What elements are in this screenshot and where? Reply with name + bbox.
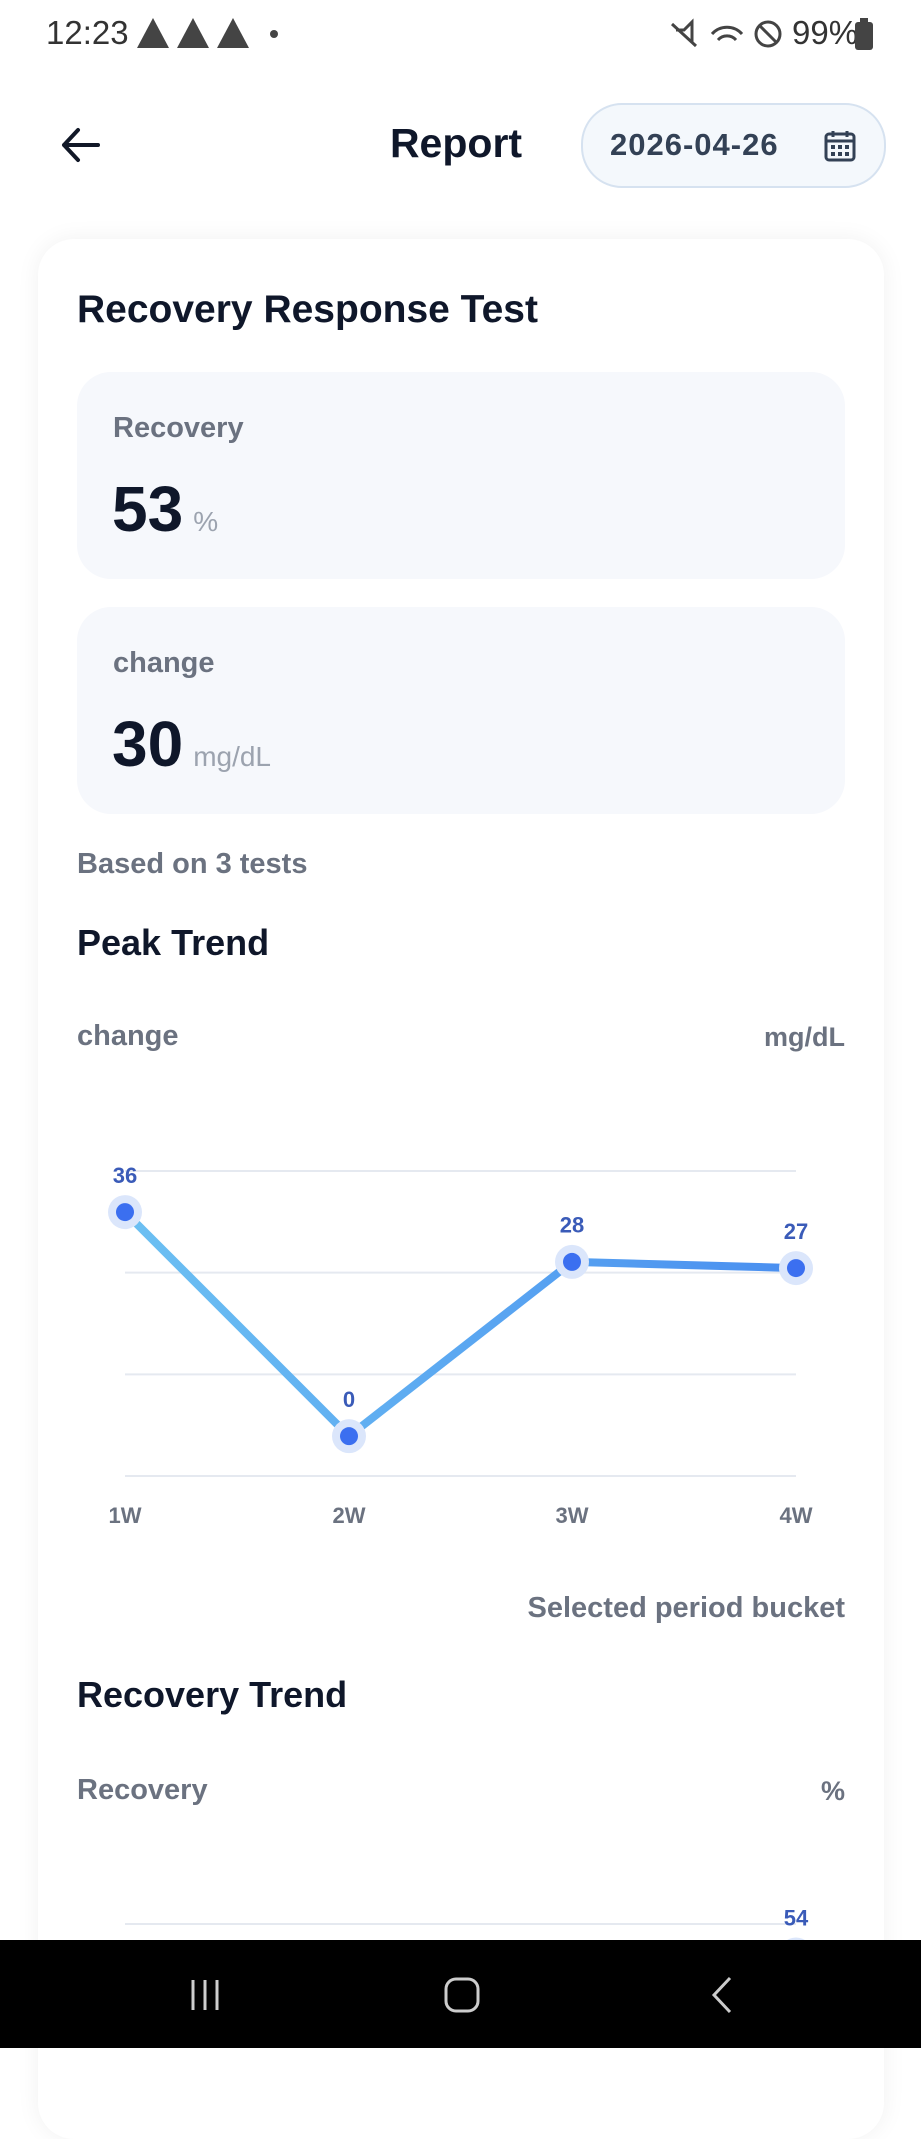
back-nav-button[interactable] bbox=[711, 1976, 732, 2014]
chart-unit-label: % bbox=[820, 1776, 845, 1806]
chart-footer: Selected period bucket bbox=[527, 1592, 846, 1624]
data-point bbox=[340, 1427, 358, 1446]
value-label: 54 bbox=[784, 1905, 809, 1930]
nav-bar bbox=[0, 1940, 921, 2048]
card-title: Recovery Response Test bbox=[77, 288, 538, 331]
section-title: Peak Trend bbox=[77, 922, 270, 963]
date-text: 2026-04-26 bbox=[610, 127, 779, 162]
battery-text: 99% bbox=[792, 14, 859, 51]
value-label: 36 bbox=[113, 1163, 137, 1188]
value-label: 28 bbox=[560, 1213, 584, 1238]
chart-left-label: change bbox=[77, 1020, 179, 1052]
chart-left-label: Recovery bbox=[77, 1774, 208, 1806]
chart-unit-label: mg/dL bbox=[764, 1022, 845, 1052]
status-icons bbox=[137, 18, 278, 48]
data-point bbox=[116, 1203, 134, 1222]
header-title: Report bbox=[389, 120, 523, 166]
value-label: 0 bbox=[343, 1387, 355, 1412]
trend-line bbox=[122, 1209, 797, 1441]
metric-label: Recovery bbox=[113, 412, 244, 444]
battery-icon bbox=[855, 18, 873, 50]
page: Report {"status_bar": {"time": "12:23", … bbox=[0, 14, 921, 2048]
nav-icons bbox=[191, 1976, 732, 2014]
metric-unit: % bbox=[193, 506, 219, 537]
value-label: 27 bbox=[784, 1219, 808, 1244]
x-tick-label: 3W bbox=[556, 1503, 589, 1528]
peak-chart: 1W 36 2W 0 3W 28 4W 27 bbox=[108, 1163, 813, 1528]
metric-unit: mg/dL bbox=[193, 741, 272, 772]
tests-note: Based on 3 tests bbox=[77, 848, 308, 880]
data-point bbox=[787, 1259, 805, 1278]
recents-button[interactable] bbox=[191, 1980, 219, 2010]
body: 12:23 99% Report 2026-04-26 Recovery Res… bbox=[0, 14, 921, 2048]
home-button[interactable] bbox=[444, 1977, 480, 2013]
metric-box: change 30 mg/dL bbox=[77, 607, 845, 814]
metric-label: change bbox=[113, 647, 215, 679]
x-tick-label: 2W bbox=[333, 1503, 366, 1528]
metric-value: 30 bbox=[112, 708, 184, 780]
metric-box: Recovery 53% bbox=[77, 372, 845, 579]
data-point bbox=[563, 1252, 581, 1271]
status-right-icons bbox=[670, 18, 782, 48]
x-tick-label: 4W bbox=[780, 1503, 813, 1528]
status-time: 12:23 bbox=[46, 14, 129, 51]
date-picker[interactable]: 2026-04-26 bbox=[581, 103, 886, 188]
x-tick-label: 1W bbox=[109, 1503, 142, 1528]
calendar-icon bbox=[824, 131, 856, 162]
recovery-chart: 535354 bbox=[108, 1905, 813, 2033]
metric-value: 53 bbox=[112, 473, 184, 545]
back-button[interactable] bbox=[58, 122, 104, 168]
section-title: Recovery Trend bbox=[77, 1674, 348, 1715]
